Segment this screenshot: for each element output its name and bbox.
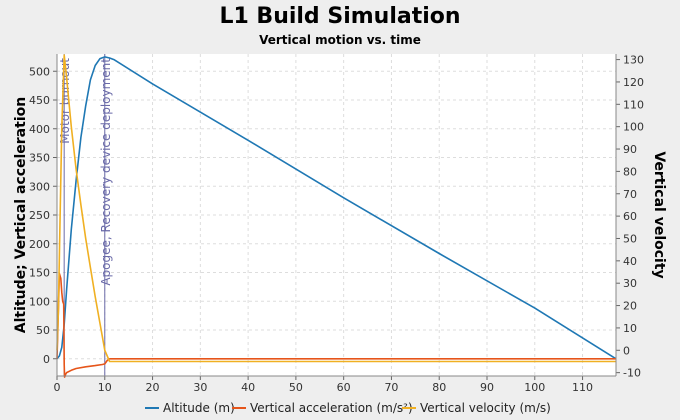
y-tick-label: 350	[29, 152, 50, 165]
y2-tick-label: 70	[623, 188, 637, 201]
y2-tick-label: 30	[623, 277, 637, 290]
y-tick-label: 300	[29, 180, 50, 193]
x-tick-label: 20	[146, 381, 160, 394]
y-tick-label: 200	[29, 238, 50, 251]
y2-tick-label: 60	[623, 210, 637, 223]
x-tick-label: 70	[384, 381, 398, 394]
y2-tick-label: 80	[623, 165, 637, 178]
y2-tick-label: 40	[623, 255, 637, 268]
y-tick-label: 150	[29, 267, 50, 280]
y2-tick-label: 20	[623, 300, 637, 313]
y2-tick-label: 0	[623, 344, 630, 357]
plot-area	[57, 54, 616, 376]
y2-tick-label: -10	[623, 367, 641, 380]
legend-label: Vertical velocity (m/s)	[420, 401, 551, 415]
y2-tick-label: 110	[623, 98, 644, 111]
y2-tick-label: 50	[623, 232, 637, 245]
x-tick-label: 100	[524, 381, 545, 394]
chart-title: L1 Build Simulation	[219, 4, 460, 29]
series-lines	[56, 54, 617, 378]
y2-tick-label: 130	[623, 54, 644, 67]
y2-tick-label: 10	[623, 322, 637, 335]
legend-label: Altitude (m)	[163, 401, 235, 415]
series-line	[56, 54, 616, 363]
series-line	[56, 56, 617, 360]
y2-axis-title: Vertical velocity	[651, 151, 667, 278]
legend: Altitude (m) Vertical acceleration (m/s²)…	[145, 401, 551, 415]
y-tick-label: 0	[43, 353, 50, 366]
axes: 0 10 20 30 40 50 60 70 80 90 100 110050100150200250…	[29, 54, 644, 394]
y-tick-label: 400	[29, 123, 50, 136]
y2-tick-label: 100	[623, 121, 644, 134]
x-tick-label: 0	[54, 381, 61, 394]
y-tick-label: 500	[29, 65, 50, 78]
y-tick-label: 50	[36, 324, 50, 337]
x-tick-label: 80	[432, 381, 446, 394]
event-label: Apogee, Recovery device deployment	[99, 58, 113, 286]
x-tick-label: 30	[193, 381, 207, 394]
x-tick-label: 10	[98, 381, 112, 394]
y-tick-label: 450	[29, 94, 50, 107]
x-tick-label: 60	[337, 381, 351, 394]
chart-subtitle: Vertical motion vs. time	[259, 33, 421, 47]
legend-label: Vertical acceleration (m/s²)	[250, 401, 413, 415]
x-tick-label: 90	[480, 381, 494, 394]
series-line	[56, 272, 616, 378]
y2-tick-label: 120	[623, 76, 644, 89]
x-tick-label: 40	[241, 381, 255, 394]
y-axis-title: Altitude; Vertical acceleration	[13, 97, 29, 333]
y2-tick-label: 90	[623, 143, 637, 156]
y-tick-label: 250	[29, 209, 50, 222]
x-tick-label: 50	[289, 381, 303, 394]
x-tick-label: 110	[572, 381, 593, 394]
y-tick-label: 100	[29, 295, 50, 308]
